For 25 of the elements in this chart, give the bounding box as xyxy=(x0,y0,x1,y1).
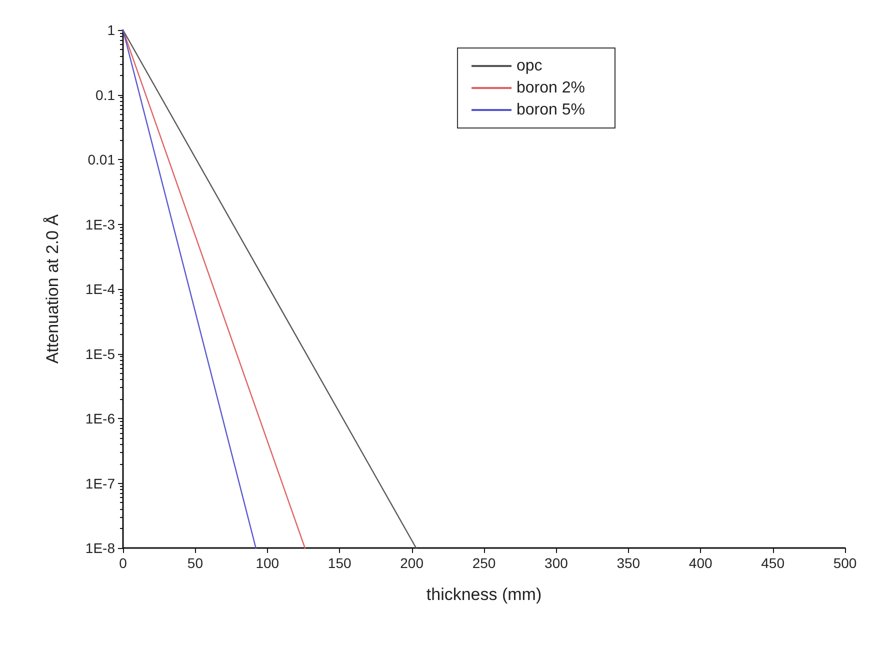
x-tick-label: 300 xyxy=(544,555,568,571)
x-tick-label: 200 xyxy=(400,555,424,571)
y-tick-label: 1E-7 xyxy=(85,475,116,492)
x-tick-label: 450 xyxy=(761,555,785,571)
y-tick-label: 1E-8 xyxy=(85,540,116,556)
legend-label: opc xyxy=(516,58,542,74)
x-tick-label: 400 xyxy=(688,555,712,571)
x-tick-label: 500 xyxy=(833,555,857,571)
x-axis-title: thickness (mm) xyxy=(426,585,542,604)
y-tick-label: 0.1 xyxy=(96,86,116,103)
x-tick-label: 350 xyxy=(616,555,640,571)
y-tick-label: 1E-3 xyxy=(85,216,116,232)
y-tick-label: 1 xyxy=(107,22,116,38)
legend-label: boron 5% xyxy=(516,102,586,118)
legend-label: boron 2% xyxy=(516,80,586,96)
y-tick-label: 1E-6 xyxy=(85,410,116,426)
x-tick-label: 150 xyxy=(328,555,352,571)
y-axis-title: Attenuation at 2.0 Å xyxy=(43,214,62,364)
y-tick-label: 0.01 xyxy=(88,152,116,168)
x-tick-label: 50 xyxy=(187,555,204,571)
x-tick-label: 0 xyxy=(119,555,128,571)
x-tick-label: 250 xyxy=(472,555,496,571)
y-tick-label: 1E-4 xyxy=(85,281,116,297)
x-tick-label: 100 xyxy=(256,555,280,571)
y-tick-label: 1E-5 xyxy=(85,346,116,362)
